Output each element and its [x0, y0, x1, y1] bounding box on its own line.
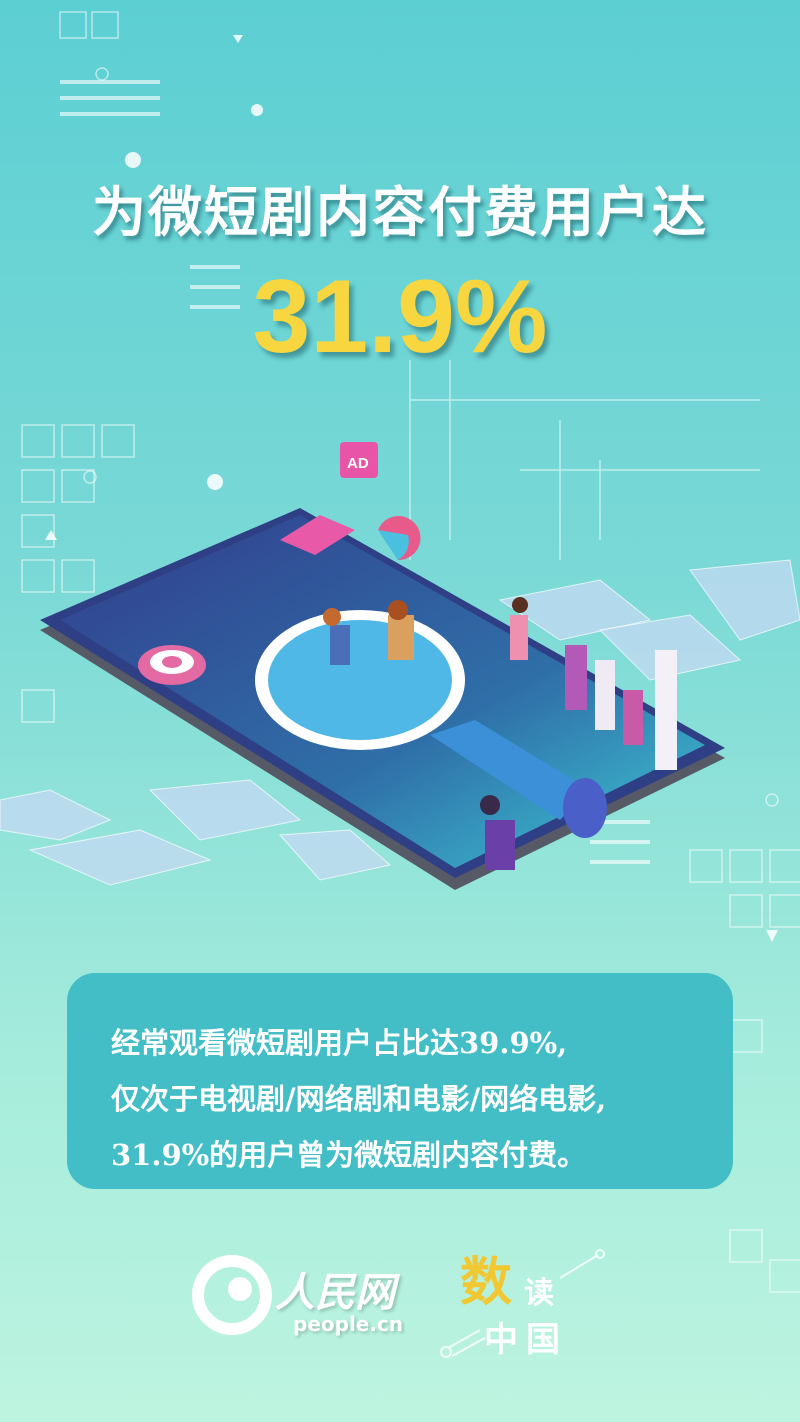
brand-du: 读 — [524, 1276, 554, 1311]
ad-badge — [340, 442, 378, 478]
ad-badge-text: AD — [347, 455, 369, 472]
logo-name: 人民网 — [275, 1269, 395, 1316]
brand-shu: 数 — [460, 1252, 513, 1313]
summary-line: 经常观看微短剧用户占比达39.9%, — [111, 1026, 568, 1060]
summary-line: 31.9%的用户曾为微短剧内容付费。 — [111, 1138, 587, 1172]
people-logo-icon — [192, 1255, 272, 1335]
summary-line: 仅次于电视剧/网络剧和电影/网络电影, — [111, 1082, 607, 1116]
summary-card: 经常观看微短剧用户占比达39.9%, 仅次于电视剧/网络剧和电影/网络电影, 3… — [67, 973, 733, 1189]
headline-title: 为微短剧内容付费用户达 — [92, 181, 708, 244]
headline-value: 31.9% — [252, 259, 548, 375]
logo-url: people.cn — [293, 1312, 404, 1336]
phone-illustration — [40, 508, 725, 890]
brand-zhongguo: 中国 — [484, 1320, 568, 1360]
